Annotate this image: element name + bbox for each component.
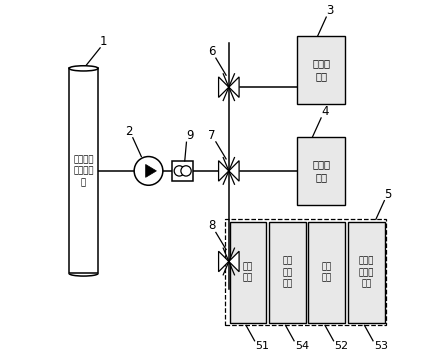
Text: 酸湿
合器: 酸湿 合器 [243,262,253,283]
Bar [269,222,306,323]
Text: 成品硫
酸收集
装置: 成品硫 酸收集 装置 [359,257,374,289]
Text: 52: 52 [335,341,349,351]
Text: 5: 5 [385,188,392,201]
Text: 6: 6 [208,45,216,58]
Text: 磷酸调
浆槽: 磷酸调 浆槽 [312,159,330,182]
Text: 1: 1 [100,35,107,48]
Bar [297,137,345,205]
Polygon shape [218,77,229,98]
Text: 副产硫酸
铵收集装
置: 副产硫酸 铵收集装 置 [73,155,94,187]
Text: 酸浓
分析
装置: 酸浓 分析 装置 [282,257,293,289]
Text: 3: 3 [326,4,333,17]
Bar [230,222,266,323]
Bar [69,68,98,273]
Bar [297,36,345,104]
Polygon shape [229,77,239,98]
Polygon shape [229,161,239,181]
Ellipse shape [69,66,98,71]
Text: 8: 8 [209,219,216,232]
Text: 酸冷
却器: 酸冷 却器 [322,262,332,283]
Bar [226,219,386,325]
Circle shape [181,166,191,176]
Text: 4: 4 [321,105,329,118]
Bar [172,161,193,181]
Text: 磷酸陈
化槽: 磷酸陈 化槽 [312,59,330,81]
Text: 54: 54 [295,341,309,351]
Polygon shape [218,251,229,272]
Polygon shape [218,161,229,181]
Bar [348,222,385,323]
Text: 51: 51 [256,341,270,351]
Text: 9: 9 [186,129,194,142]
Circle shape [174,166,185,176]
Bar [309,222,345,323]
Polygon shape [229,251,239,272]
Text: 53: 53 [374,341,388,351]
Text: 7: 7 [208,129,216,142]
Polygon shape [146,165,156,177]
Circle shape [134,157,163,185]
Text: 2: 2 [125,125,133,138]
